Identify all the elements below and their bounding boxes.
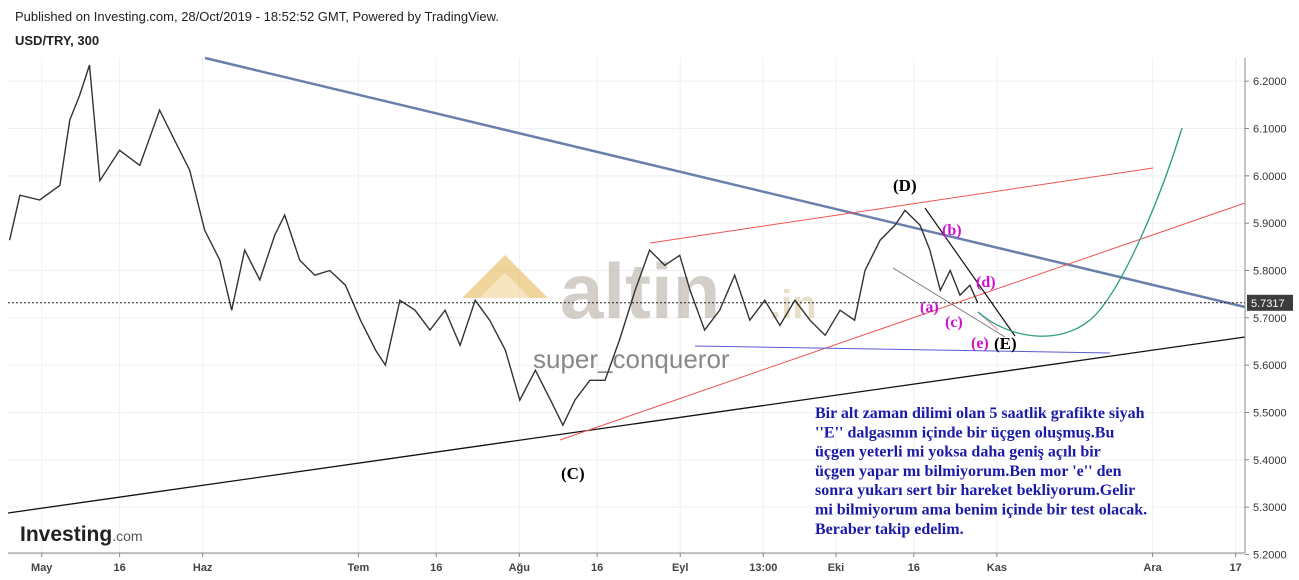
wave-label: (D): [893, 176, 917, 195]
x-tick-label: 16: [908, 562, 920, 574]
comment-line: üçgen yapar mı bilmiyorum.Ben mor 'e'' d…: [815, 463, 1122, 480]
y-tick-label: 6.1000: [1253, 124, 1287, 136]
watermark-logo: [480, 273, 530, 298]
watermark: altin .in: [462, 247, 817, 335]
x-tick-label: Ağu: [509, 562, 530, 574]
trend-line: [924, 207, 1016, 337]
y-tick-label: 5.5000: [1253, 407, 1287, 419]
wave-label: (C): [561, 464, 585, 483]
published-note: Published on Investing.com, 28/Oct/2019 …: [15, 9, 499, 24]
x-tick-label: Eyl: [672, 562, 689, 574]
logo: Investing.com: [20, 523, 143, 546]
trend-line: [694, 345, 1111, 354]
drawings: [7, 56, 1246, 514]
wave-label: (a): [920, 299, 939, 316]
trend-line: [204, 56, 1246, 309]
x-tick-label: 17: [1230, 562, 1242, 574]
x-tick-label: 16: [430, 562, 442, 574]
comment-line: ''E'' dalgasının içinde bir üçgen oluşmu…: [815, 424, 1114, 441]
trend-line: [7, 336, 1246, 514]
x-tick-label: 13:00: [749, 562, 777, 574]
y-tick-label: 6.2000: [1253, 76, 1287, 88]
y-tick-label: 5.7000: [1253, 313, 1287, 325]
x-tick-label: Tem: [347, 562, 369, 574]
last-price-label: 5.7317: [1251, 298, 1285, 310]
y-tick-label: 5.8000: [1253, 265, 1287, 277]
x-tick-label: Haz: [193, 562, 213, 574]
x-tick-label: 16: [591, 562, 603, 574]
comment: Bir alt zaman dilimi olan 5 saatlik graf…: [815, 405, 1147, 538]
chart-title: USD/TRY, 300: [15, 33, 99, 48]
comment-line: Bir alt zaman dilimi olan 5 saatlik graf…: [815, 405, 1145, 422]
trend-line: [559, 202, 1246, 441]
price-line: [8, 64, 979, 427]
y-tick-label: 5.3000: [1253, 502, 1287, 514]
y-tick-label: 5.9000: [1253, 218, 1287, 230]
wave-label: (c): [945, 314, 963, 331]
y-tick-label: 6.0000: [1253, 171, 1287, 183]
wave-label: (d): [976, 274, 996, 291]
watermark-brand: altin: [560, 247, 720, 335]
x-tick-label: Ara: [1143, 562, 1162, 574]
x-tick-label: Kas: [987, 562, 1007, 574]
comment-line: sonra yukarı sert bir hareket bekliyorum…: [815, 482, 1135, 499]
x-tick-label: 16: [113, 562, 125, 574]
watermark-logo: [462, 255, 548, 298]
x-tick-label: Eki: [828, 562, 845, 574]
projection-curve: [977, 127, 1183, 337]
logo-suffix: .com: [112, 528, 142, 544]
y-tick-label: 5.2000: [1253, 549, 1287, 561]
x-tick-label: May: [31, 562, 53, 574]
logo-main: Investing: [20, 523, 112, 546]
wave-label: (E): [994, 334, 1017, 353]
wave-label: (e): [971, 335, 989, 352]
comment-line: üçgen yeterli mi yoksa daha geniş açılı …: [815, 444, 1101, 461]
wave-label: (b): [942, 222, 962, 239]
trend-line: [649, 167, 1154, 244]
watermark-author: super_conqueror: [533, 344, 730, 374]
comment-line: Beraber takip edelim.: [815, 521, 964, 538]
comment-line: mi bilmiyorum ama benim içinde bir test …: [815, 502, 1147, 519]
y-tick-label: 5.4000: [1253, 455, 1287, 467]
last-price-box: [1247, 294, 1293, 311]
y-tick-label: 5.6000: [1253, 360, 1287, 372]
